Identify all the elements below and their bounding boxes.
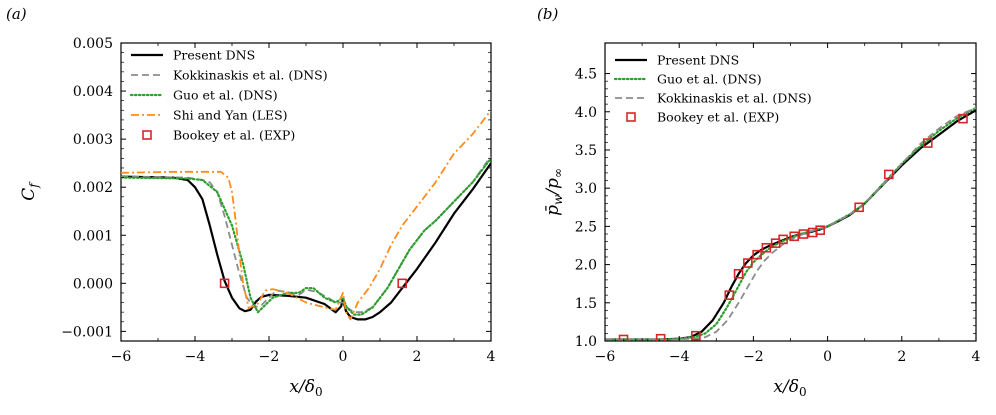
panel-a-ticks: −6 −4 −2 0 2 4 −0.001 0.000 0.001 0.002 0.003 0.004…: [61, 36, 495, 365]
panel-b: (b) −6 −4 −2 0 2 4 1.0 1.5 2.0 2.5 3.0 3.5 4.0 4.5 Pr…: [537, 5, 981, 399]
series-bookey-et-al-exp-point: [854, 202, 864, 213]
series-bookey-et-al-exp-point: [922, 138, 933, 148]
series-bookey-et-al-exp-point: [691, 330, 701, 341]
x-tick-label: −4: [669, 349, 690, 365]
series-bookey-et-al-exp-point: [733, 268, 744, 279]
x-tick-label: −6: [595, 349, 616, 365]
panel-b-legend: Present DNS Guo et al. (DNS) Kokkinaskis e…: [613, 53, 812, 125]
legend-label: Bookey et al. (EXP): [173, 128, 295, 143]
series-bookey-et-al-exp-point: [884, 169, 894, 180]
x-tick-label: −2: [259, 349, 280, 365]
legend-label: Shi and Yan (LES): [173, 108, 288, 123]
series-bookey-et-al-exp-point: [724, 290, 735, 300]
series-bookey-et-al-exp-point: [761, 242, 772, 253]
y-tick-label: 0.005: [73, 36, 113, 52]
plot-area: [121, 109, 491, 321]
y-tick-label: 1.0: [575, 334, 597, 350]
series-bookey-et-al-exp-point: [778, 234, 788, 245]
y-tick-label: 1.5: [575, 296, 597, 312]
series-present-dns-line: [121, 162, 491, 321]
x-tick-label: 4: [972, 349, 981, 365]
y-tick-label: 0.002: [73, 180, 113, 196]
series-shi-and-yan-les-line: [121, 109, 491, 321]
panel-b-series-group: [605, 106, 976, 341]
legend-label: Guo et al. (DNS): [173, 88, 278, 103]
series-bookey-et-al-exp-point: [397, 278, 408, 289]
panel-b-xlabel: x/δ0: [773, 377, 806, 399]
x-tick-label: −2: [743, 349, 764, 365]
series-bookey-et-al-exp-point: [815, 225, 825, 236]
series-guo-et-al-dns-line: [605, 106, 976, 341]
legend-label: Kokkinaskis et al. (DNS): [657, 91, 812, 106]
panel-a-legend: Present DNS Kokkinaskis et al. (DNS) Guo e…: [129, 48, 328, 143]
y-tick-label: 0.004: [73, 84, 113, 100]
x-tick-label: 0: [339, 349, 348, 365]
y-tick-label: 4.0: [575, 105, 597, 121]
y-tick-label: 4.5: [575, 67, 597, 83]
y-tick-label: 0.001: [73, 228, 113, 244]
plot-area: [605, 106, 976, 341]
series-bookey-et-al-exp-point: [743, 258, 753, 268]
legend-label: Present DNS: [657, 53, 739, 68]
series-bookey-et-al-exp-point: [958, 113, 968, 124]
y-tick-label: 3.0: [575, 181, 597, 197]
panel-b-ylabel: p̄w/p∞: [543, 168, 565, 216]
y-tick-label: 3.5: [575, 143, 597, 159]
panel-b-label: (b): [537, 5, 558, 23]
series-bookey-et-al-exp-point: [798, 229, 809, 239]
y-tick-label: 2.0: [575, 258, 597, 274]
x-tick-label: 0: [823, 349, 832, 365]
panel-b-ticks: −6 −4 −2 0 2 4 1.0 1.5 2.0 2.5 3.0 3.5 4.0 4.5: [575, 43, 981, 365]
panel-a-ylabel: Cf: [19, 181, 41, 201]
panel-a-series-group: [121, 109, 491, 321]
panel-b-axes-frame: [604, 42, 977, 342]
panel-a-xlabel: x/δ0: [289, 377, 322, 399]
panel-a-label: (a): [6, 5, 27, 23]
legend-marker: [626, 112, 636, 122]
series-kokkinaskis-et-al-dns-line: [605, 107, 976, 341]
series-bookey-et-al-exp-point: [752, 249, 762, 260]
series-bookey-et-al-exp-point: [789, 231, 800, 242]
y-tick-label: 2.5: [575, 219, 597, 235]
legend-label: Kokkinaskis et al. (DNS): [173, 68, 328, 83]
panel-a: (a) −6 −4 −2 0 2 4 −0.001 0.000 0.001 0.002 0.003 0…: [6, 5, 496, 399]
y-tick-label: −0.001: [61, 324, 113, 340]
x-tick-label: −6: [111, 349, 132, 365]
x-tick-label: 2: [413, 349, 422, 365]
x-tick-label: 4: [487, 349, 496, 365]
legend-marker: [142, 130, 152, 140]
x-tick-label: 2: [897, 349, 906, 365]
series-bookey-et-al-exp-point: [618, 334, 629, 341]
legend-label: Bookey et al. (EXP): [657, 110, 779, 125]
y-tick-label: 0.000: [73, 276, 113, 292]
series-bookey-et-al-exp-point: [219, 278, 230, 289]
series-bookey-et-al-exp-point: [655, 333, 666, 341]
y-tick-label: 0.003: [73, 132, 113, 148]
x-tick-label: −4: [185, 349, 206, 365]
legend-label: Present DNS: [173, 48, 255, 63]
legend-label: Guo et al. (DNS): [657, 72, 762, 87]
